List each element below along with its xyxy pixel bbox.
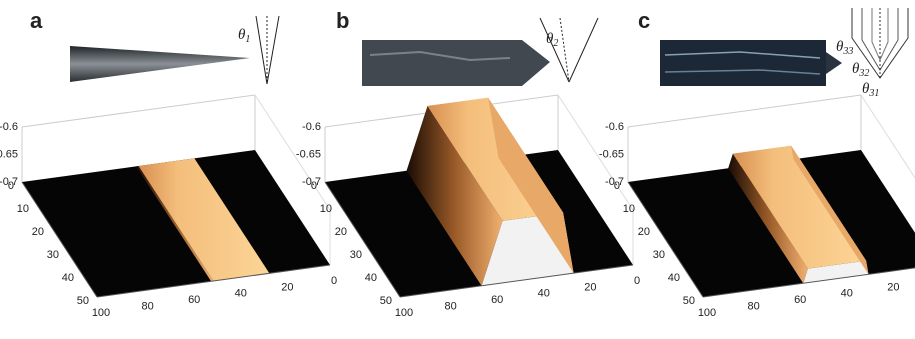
y-tick-label: 50 [683,295,695,307]
y-tick-label: 20 [638,226,650,238]
angle-subscript: 2 [553,38,558,49]
y-tick-label: 20 [32,226,44,238]
box-edge [628,95,861,127]
box-edge [22,95,255,127]
z-tick-label: -0.6 [605,121,624,133]
y-tick-label: 0 [8,180,14,192]
y-tick-label: 10 [17,203,29,215]
y-tick-label: 30 [350,249,362,261]
angle-label: θ1 [238,27,250,45]
z-tick-label: -0.65 [599,148,624,160]
x-tick-label: 60 [188,294,200,306]
x-tick-label: 100 [92,307,110,319]
angle-label: θ31 [862,81,879,99]
z-tick-label: -0.65 [0,148,18,160]
x-tick-label: 60 [794,294,806,306]
x-tick-label: 80 [444,301,456,313]
z-tick-label: -0.65 [296,148,321,160]
angle-subscript: 32 [858,68,869,79]
y-tick-label: 50 [77,295,89,307]
panel-label: c [638,8,650,33]
y-tick-label: 30 [47,249,59,261]
y-tick-label: 0 [311,180,317,192]
panel-label: b [336,8,349,33]
figure: aθ1-0.6-0.65-0.701020304050100806040200b… [0,0,915,339]
y-tick-label: 0 [614,180,620,192]
angle-label: θ32 [852,61,869,79]
x-tick-label: 100 [395,307,413,319]
z-tick-label: -0.6 [0,121,18,133]
probe-b [362,18,598,86]
x-tick-label: 40 [235,288,247,300]
x-tick-label: 80 [141,301,153,313]
angle-label: θ2 [546,31,558,49]
probe-a [70,16,279,84]
x-tick-label: 40 [538,288,550,300]
x-tick-label: 60 [491,294,503,306]
y-tick-label: 10 [623,203,635,215]
x-tick-label: 20 [584,281,596,293]
y-tick-label: 10 [320,203,332,215]
angle-subscript: 1 [245,34,250,45]
y-tick-label: 40 [365,272,377,284]
x-tick-label: 20 [281,281,293,293]
x-tick-label: 40 [841,288,853,300]
x-tick-label: 0 [331,275,337,287]
angle-subscript: 33 [842,46,853,57]
y-tick-label: 40 [668,272,680,284]
angle-label: θ33 [836,39,853,57]
x-tick-label: 100 [698,307,716,319]
z-tick-label: -0.6 [302,121,321,133]
angle-subscript: 31 [868,88,879,99]
panel-label: a [30,8,43,33]
probe-c [660,8,908,86]
x-tick-label: 0 [634,275,640,287]
x-tick-label: 80 [747,301,759,313]
y-tick-label: 50 [380,295,392,307]
y-tick-label: 20 [335,226,347,238]
x-tick-label: 20 [887,281,899,293]
y-tick-label: 30 [653,249,665,261]
y-tick-label: 40 [62,272,74,284]
